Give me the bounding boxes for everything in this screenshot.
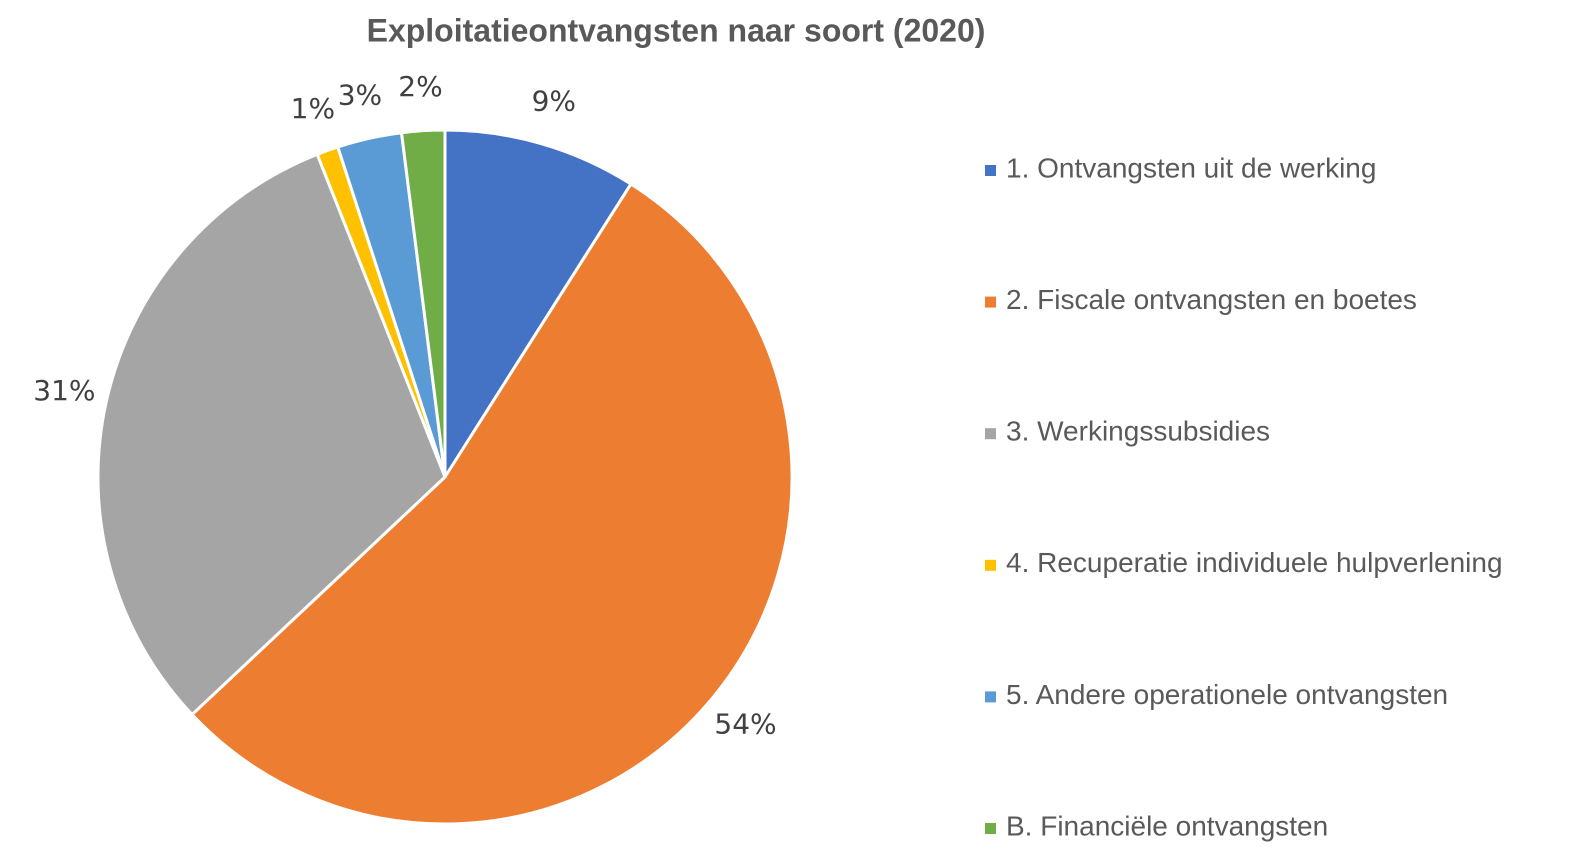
data-label: 9% [532, 84, 576, 117]
legend-label: 3. Werkingssubsidies [1006, 416, 1270, 447]
legend-swatch [985, 296, 996, 308]
legend-label: 5. Andere operationele ontvangsten [1006, 679, 1448, 710]
legend-swatch [985, 165, 996, 176]
data-label: 54% [714, 708, 776, 741]
pie-slice [399, 128, 447, 478]
legend-label: B. Financiële ontvangsten [1006, 810, 1328, 841]
data-label: 2% [398, 70, 442, 103]
pie-slice [443, 128, 634, 483]
data-label: 3% [338, 78, 382, 111]
legend-label: 2. Fiscale ontvangsten en boetes [1006, 284, 1417, 315]
legend-label: 4. Recuperatie individuele hulpverlening [1006, 547, 1503, 578]
chart-title: Exploitatieontvangsten naar soort (2020) [367, 12, 986, 48]
data-label: 31% [33, 374, 95, 407]
legend-swatch [985, 559, 996, 571]
legend-swatch [985, 428, 996, 440]
legend-label: 1. Ontvangsten uit de werking [1006, 152, 1376, 183]
legend-swatch [985, 823, 996, 834]
pie-slice [189, 181, 794, 826]
legend-swatch [985, 691, 996, 703]
pie-slice [96, 152, 447, 717]
data-label: 1% [291, 92, 335, 125]
